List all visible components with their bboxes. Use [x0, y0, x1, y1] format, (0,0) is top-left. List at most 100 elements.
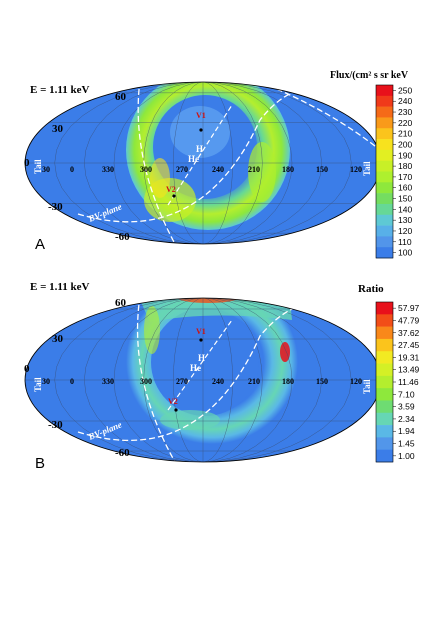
colorbar-tick-label: 240 [398, 96, 412, 106]
colorbar-tick-label: 1.45 [398, 439, 415, 449]
colorbar-tick-label: 19.31 [398, 352, 420, 362]
lon-label: 300 [140, 377, 152, 386]
colorbar [375, 301, 394, 463]
energy-label: E = 1.11 keV [30, 281, 89, 293]
colorbar-segment [376, 171, 393, 183]
lon-line [202, 82, 293, 244]
v1-marker [199, 128, 203, 132]
lat-label: -30 [48, 201, 63, 213]
colorbar-segment [376, 95, 393, 107]
lon-label: 150 [316, 165, 328, 174]
tail-right-label: Tail [362, 379, 372, 394]
colorbar-segment [376, 375, 393, 389]
lon-line [202, 298, 352, 462]
lat-label: 0 [24, 363, 30, 375]
colorbar-tick-label: 27.45 [398, 340, 420, 350]
colorbar-tick-label: 230 [398, 107, 412, 117]
colorbar-tick-label: 160 [398, 183, 412, 193]
colorbar-tick-label: 150 [398, 194, 412, 204]
v2-marker [172, 194, 176, 198]
colorbar-tick-label: 13.49 [398, 365, 420, 375]
lon-line [202, 298, 322, 462]
colorbar-frame [375, 84, 394, 259]
lat-label: -30 [48, 419, 63, 431]
colorbar-segment [376, 351, 393, 364]
lon-line [202, 82, 233, 244]
lon-label: 30 [42, 165, 50, 174]
colorbar-tick-label: 11.46 [398, 377, 419, 387]
he-label: He [188, 154, 199, 164]
colorbar-segment [376, 225, 393, 237]
colorbar-tick-label: 180 [398, 161, 412, 171]
colorbar-tick-label: 57.97 [398, 303, 420, 313]
hot-spot-left [150, 158, 170, 198]
lon-label: 120 [350, 377, 362, 386]
lower-band [160, 410, 220, 430]
lat-label: 60 [115, 297, 127, 309]
lon-label: 330 [102, 165, 114, 174]
colorbar-tick-label: 3.59 [398, 402, 415, 412]
lon-line [202, 298, 293, 462]
tail-right-label: Tail [362, 161, 372, 176]
lat-labels: 60 30 0 -30 -60 [24, 297, 130, 459]
colorbar-tick-label: 250 [398, 85, 412, 95]
colorbar-tick-label: 37.62 [398, 328, 420, 338]
colorbar-segment [376, 363, 393, 377]
colorbar-segment [376, 117, 393, 129]
lon-line [202, 82, 263, 244]
colorbar-tick-label: 190 [398, 150, 412, 160]
ring-inner [151, 308, 259, 416]
colorbar-segment [376, 193, 393, 205]
colorbar-tick-label: 7.10 [398, 389, 415, 399]
he-label: He [190, 363, 201, 373]
panel-b: E = 1.11 keV B 60 30 0 -30 -60 30 0 330 300… [24, 281, 420, 472]
colorbar-segment [376, 247, 393, 259]
panel-label: B [35, 455, 45, 472]
h-label: H [196, 144, 203, 154]
v1-marker [199, 338, 203, 342]
colorbar-segment [376, 139, 393, 151]
lon-label: 270 [176, 165, 188, 174]
v2-label: V2 [166, 185, 176, 194]
lon-line [202, 298, 233, 462]
colorbar-segment [376, 302, 393, 315]
lon-line [202, 82, 322, 244]
lon-line [202, 82, 352, 244]
lon-label: 240 [212, 377, 224, 386]
colorbar-tick-label: 130 [398, 215, 412, 225]
colorbar-tick-label: 170 [398, 172, 412, 182]
lon-label: 180 [282, 165, 294, 174]
panel-label: A [35, 236, 45, 253]
upper-curve [259, 82, 381, 151]
hot-spot-right [280, 342, 290, 362]
colorbar-segment [376, 160, 393, 172]
lon-label: 300 [140, 165, 152, 174]
v2-marker [174, 408, 178, 412]
lon-label: 210 [248, 165, 260, 174]
lon-line [202, 298, 263, 462]
lon-label: 180 [282, 377, 294, 386]
colorbar-segment [376, 236, 393, 248]
lon-line [54, 82, 204, 244]
lat-label: 60 [115, 91, 127, 103]
colorbar-segment [376, 437, 393, 450]
colorbar-segment [376, 425, 393, 438]
panel-a: E = 1.11 keV A 60 30 0 -30 -60 30 0 330 300… [24, 70, 412, 259]
lat-label: -60 [115, 447, 130, 459]
colorbar-segment [376, 412, 393, 426]
colorbar-segment [376, 149, 393, 161]
colorbar-tick-label: 120 [398, 226, 412, 236]
v-line [167, 104, 233, 206]
lon-label: 150 [316, 377, 328, 386]
colorbar-segment [376, 106, 393, 118]
colorbar-tick-label: 2.34 [398, 414, 415, 424]
lon-label: 270 [176, 377, 188, 386]
meridian-curve [136, 298, 176, 462]
colorbar-tick-label: 100 [398, 248, 412, 258]
meridian-curve [137, 82, 176, 244]
lon-label: 330 [102, 377, 114, 386]
lon-labels: 30 0 330 300 270 240 210 180 150 120 [42, 165, 362, 174]
colorbar-tick-label: 110 [398, 237, 412, 247]
v1-label: V1 [196, 111, 206, 120]
inner-patch [170, 106, 230, 158]
